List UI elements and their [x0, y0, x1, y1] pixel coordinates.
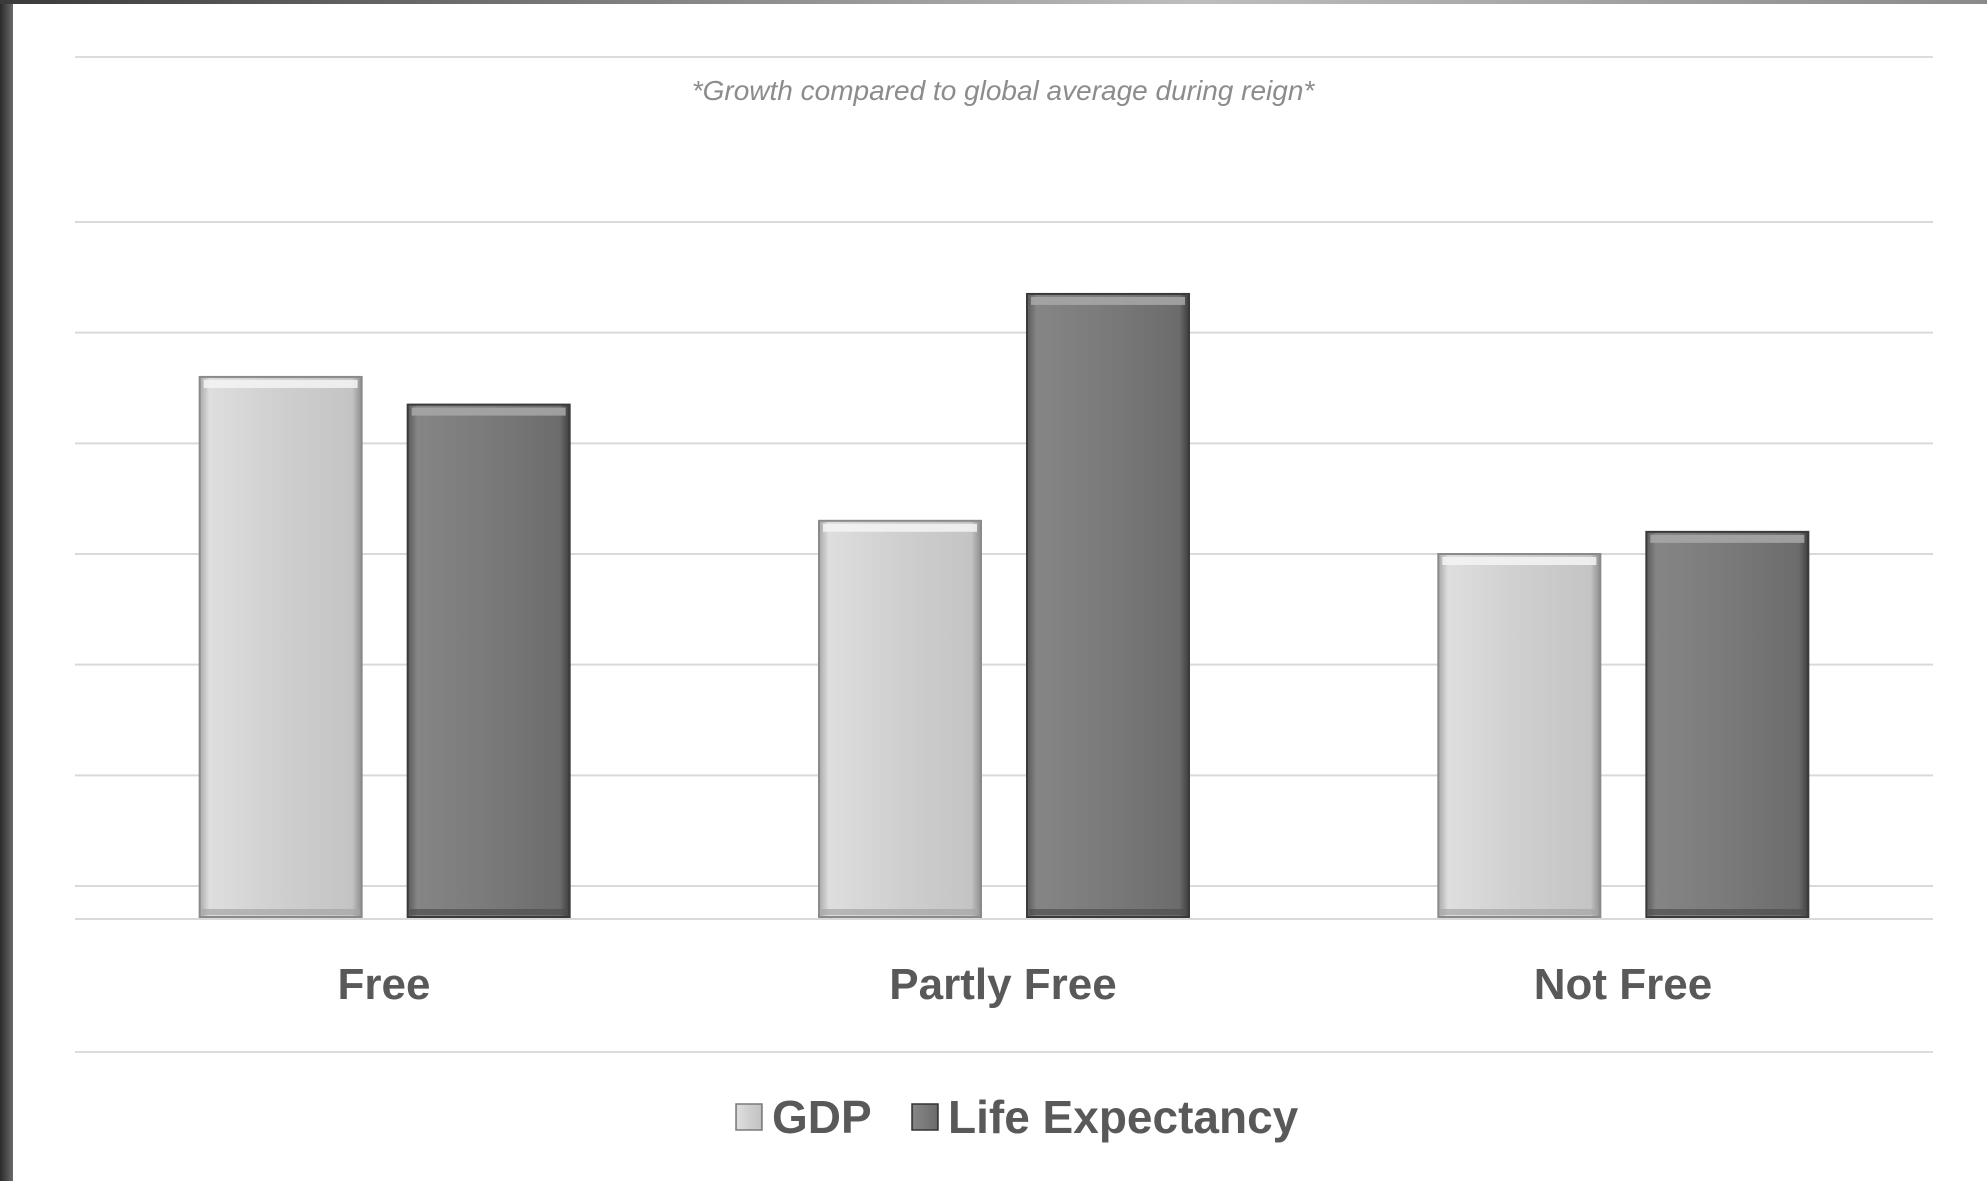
- bar-bevel-life-expectancy-not-free: [1650, 534, 1805, 543]
- chart-subtitle: *Growth compared to global average durin…: [692, 75, 1316, 106]
- category-label-partly-free: Partly Free: [889, 960, 1116, 1009]
- legend-swatch-gdp: [735, 1103, 763, 1131]
- bar-life-expectancy-partly-free: [1026, 292, 1190, 918]
- bar-gdp-partly-free: [818, 519, 982, 918]
- bar-shade-gdp-not-free: [1440, 909, 1599, 915]
- bar-gdp-not-free: [1437, 553, 1602, 918]
- bar-bevel-life-expectancy-partly-free: [1031, 296, 1185, 305]
- gridlines: [75, 221, 1933, 887]
- bar-shade-gdp-partly-free: [821, 909, 979, 915]
- bar-gdp-free: [198, 375, 363, 918]
- bar-bevel-gdp-partly-free: [823, 523, 977, 532]
- bar-life-expectancy-not-free: [1645, 530, 1810, 918]
- legend-label-life-expectancy: Life Expectancy: [948, 1091, 1299, 1143]
- legend: GDP Life Expectancy: [735, 1091, 1299, 1143]
- bar-life-expectancy-free: [406, 403, 571, 919]
- legend-label-gdp: GDP: [772, 1091, 872, 1143]
- bar-bevel-life-expectancy-free: [411, 407, 566, 416]
- bar-bevel-gdp-free: [203, 379, 358, 388]
- frame-left-edge: [0, 0, 13, 1181]
- category-label-free: Free: [338, 960, 431, 1009]
- category-label-not-free: Not Free: [1534, 960, 1712, 1009]
- bar-shade-gdp-free: [201, 909, 360, 915]
- frame-top-edge: [0, 0, 1987, 4]
- bar-shade-life-expectancy-partly-free: [1029, 909, 1187, 915]
- legend-swatch-life-expectancy: [911, 1103, 939, 1131]
- bar-shade-life-expectancy-free: [409, 909, 568, 915]
- bar-shade-life-expectancy-not-free: [1648, 909, 1807, 915]
- bars: [198, 292, 1810, 919]
- bar-bevel-gdp-not-free: [1442, 557, 1597, 565]
